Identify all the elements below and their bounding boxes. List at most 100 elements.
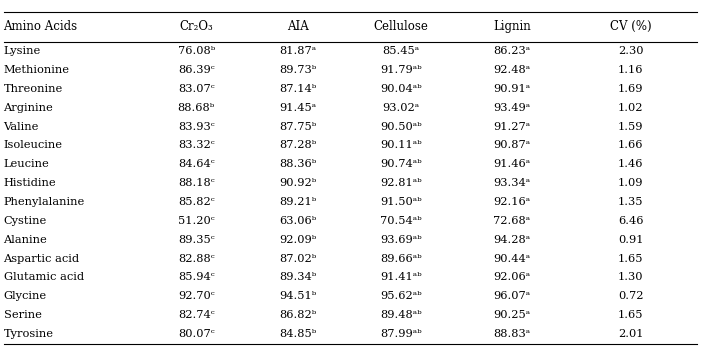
Text: 89.48ᵃᵇ: 89.48ᵃᵇ — [380, 310, 422, 320]
Text: 87.02ᵇ: 87.02ᵇ — [279, 254, 317, 264]
Text: 83.32ᶜ: 83.32ᶜ — [178, 141, 215, 150]
Text: 86.39ᶜ: 86.39ᶜ — [178, 65, 215, 75]
Text: 1.35: 1.35 — [618, 197, 644, 207]
Text: 90.04ᵃᵇ: 90.04ᵃᵇ — [380, 84, 422, 94]
Text: 1.69: 1.69 — [618, 84, 644, 94]
Text: Cystine: Cystine — [4, 216, 47, 226]
Text: Histidine: Histidine — [4, 178, 56, 188]
Text: 90.74ᵃᵇ: 90.74ᵃᵇ — [380, 159, 422, 169]
Text: 1.02: 1.02 — [618, 103, 644, 113]
Text: Lysine: Lysine — [4, 46, 41, 56]
Text: Cr₂O₃: Cr₂O₃ — [179, 20, 213, 33]
Text: Amino Acids: Amino Acids — [4, 20, 78, 33]
Text: 1.16: 1.16 — [618, 65, 644, 75]
Text: 91.50ᵃᵇ: 91.50ᵃᵇ — [380, 197, 422, 207]
Text: 87.99ᵃᵇ: 87.99ᵃᵇ — [380, 329, 422, 339]
Text: 90.44ᵃ: 90.44ᵃ — [494, 254, 530, 264]
Text: 86.23ᵃ: 86.23ᵃ — [494, 46, 530, 56]
Text: Threonine: Threonine — [4, 84, 63, 94]
Text: 51.20ᶜ: 51.20ᶜ — [178, 216, 215, 226]
Text: 63.06ᵇ: 63.06ᵇ — [279, 216, 317, 226]
Text: Tyrosine: Tyrosine — [4, 329, 53, 339]
Text: 92.16ᵃ: 92.16ᵃ — [494, 197, 530, 207]
Text: 90.50ᵃᵇ: 90.50ᵃᵇ — [380, 121, 422, 132]
Text: 85.94ᶜ: 85.94ᶜ — [178, 272, 215, 282]
Text: 91.45ᵃ: 91.45ᵃ — [280, 103, 316, 113]
Text: 1.65: 1.65 — [618, 310, 644, 320]
Text: 93.02ᵃ: 93.02ᵃ — [383, 103, 419, 113]
Text: 90.11ᵃᵇ: 90.11ᵃᵇ — [380, 141, 422, 150]
Text: 87.14ᵇ: 87.14ᵇ — [279, 84, 317, 94]
Text: 87.28ᵇ: 87.28ᵇ — [279, 141, 317, 150]
Text: 94.51ᵇ: 94.51ᵇ — [279, 291, 317, 301]
Text: 93.49ᵃ: 93.49ᵃ — [494, 103, 530, 113]
Text: 72.68ᵃ: 72.68ᵃ — [494, 216, 530, 226]
Text: 96.07ᵃ: 96.07ᵃ — [494, 291, 530, 301]
Text: 84.64ᶜ: 84.64ᶜ — [178, 159, 215, 169]
Text: 92.81ᵃᵇ: 92.81ᵃᵇ — [380, 178, 422, 188]
Text: Lignin: Lignin — [493, 20, 531, 33]
Text: 2.01: 2.01 — [618, 329, 644, 339]
Text: 89.66ᵃᵇ: 89.66ᵃᵇ — [380, 254, 422, 264]
Text: Phenylalanine: Phenylalanine — [4, 197, 85, 207]
Text: 89.35ᶜ: 89.35ᶜ — [178, 235, 215, 245]
Text: CV (%): CV (%) — [610, 20, 652, 33]
Text: 88.68ᵇ: 88.68ᵇ — [177, 103, 215, 113]
Text: 84.85ᵇ: 84.85ᵇ — [279, 329, 317, 339]
Text: Arginine: Arginine — [4, 103, 53, 113]
Text: 92.06ᵃ: 92.06ᵃ — [494, 272, 530, 282]
Text: 89.73ᵇ: 89.73ᵇ — [279, 65, 317, 75]
Text: Cellulose: Cellulose — [374, 20, 428, 33]
Text: 81.87ᵃ: 81.87ᵃ — [280, 46, 316, 56]
Text: Isoleucine: Isoleucine — [4, 141, 62, 150]
Text: 91.27ᵃ: 91.27ᵃ — [494, 121, 530, 132]
Text: 85.45ᵃ: 85.45ᵃ — [383, 46, 419, 56]
Text: 91.79ᵃᵇ: 91.79ᵃᵇ — [380, 65, 422, 75]
Text: AIA: AIA — [287, 20, 309, 33]
Text: 89.34ᵇ: 89.34ᵇ — [279, 272, 317, 282]
Text: 88.83ᵃ: 88.83ᵃ — [494, 329, 530, 339]
Text: 92.09ᵇ: 92.09ᵇ — [279, 235, 317, 245]
Text: 93.69ᵃᵇ: 93.69ᵃᵇ — [380, 235, 422, 245]
Text: Aspartic acid: Aspartic acid — [4, 254, 80, 264]
Text: 6.46: 6.46 — [618, 216, 644, 226]
Text: 95.62ᵃᵇ: 95.62ᵃᵇ — [380, 291, 422, 301]
Text: 87.75ᵇ: 87.75ᵇ — [279, 121, 317, 132]
Text: 1.09: 1.09 — [618, 178, 644, 188]
Text: 83.07ᶜ: 83.07ᶜ — [178, 84, 215, 94]
Text: 91.41ᵃᵇ: 91.41ᵃᵇ — [380, 272, 422, 282]
Text: 1.59: 1.59 — [618, 121, 644, 132]
Text: 1.66: 1.66 — [618, 141, 644, 150]
Text: 82.88ᶜ: 82.88ᶜ — [178, 254, 215, 264]
Text: 83.93ᶜ: 83.93ᶜ — [178, 121, 215, 132]
Text: Serine: Serine — [4, 310, 41, 320]
Text: 91.46ᵃ: 91.46ᵃ — [494, 159, 530, 169]
Text: 0.91: 0.91 — [618, 235, 644, 245]
Text: 88.36ᵇ: 88.36ᵇ — [279, 159, 317, 169]
Text: Glycine: Glycine — [4, 291, 47, 301]
Text: 93.34ᵃ: 93.34ᵃ — [494, 178, 530, 188]
Text: 70.54ᵃᵇ: 70.54ᵃᵇ — [380, 216, 422, 226]
Text: Leucine: Leucine — [4, 159, 49, 169]
Text: 80.07ᶜ: 80.07ᶜ — [178, 329, 215, 339]
Text: Valine: Valine — [4, 121, 39, 132]
Text: Glutamic acid: Glutamic acid — [4, 272, 83, 282]
Text: 94.28ᵃ: 94.28ᵃ — [494, 235, 530, 245]
Text: 92.48ᵃ: 92.48ᵃ — [494, 65, 530, 75]
Text: Alanine: Alanine — [4, 235, 47, 245]
Text: 1.46: 1.46 — [618, 159, 644, 169]
Text: 86.82ᵇ: 86.82ᵇ — [279, 310, 317, 320]
Text: 1.30: 1.30 — [618, 272, 644, 282]
Text: Methionine: Methionine — [4, 65, 69, 75]
Text: 90.87ᵃ: 90.87ᵃ — [494, 141, 530, 150]
Text: 76.08ᵇ: 76.08ᵇ — [177, 46, 215, 56]
Text: 0.72: 0.72 — [618, 291, 644, 301]
Text: 85.82ᶜ: 85.82ᶜ — [178, 197, 215, 207]
Text: 1.65: 1.65 — [618, 254, 644, 264]
Text: 89.21ᵇ: 89.21ᵇ — [279, 197, 317, 207]
Text: 2.30: 2.30 — [618, 46, 644, 56]
Text: 92.70ᶜ: 92.70ᶜ — [178, 291, 215, 301]
Text: 90.91ᵃ: 90.91ᵃ — [494, 84, 530, 94]
Text: 88.18ᶜ: 88.18ᶜ — [178, 178, 215, 188]
Text: 82.74ᶜ: 82.74ᶜ — [178, 310, 215, 320]
